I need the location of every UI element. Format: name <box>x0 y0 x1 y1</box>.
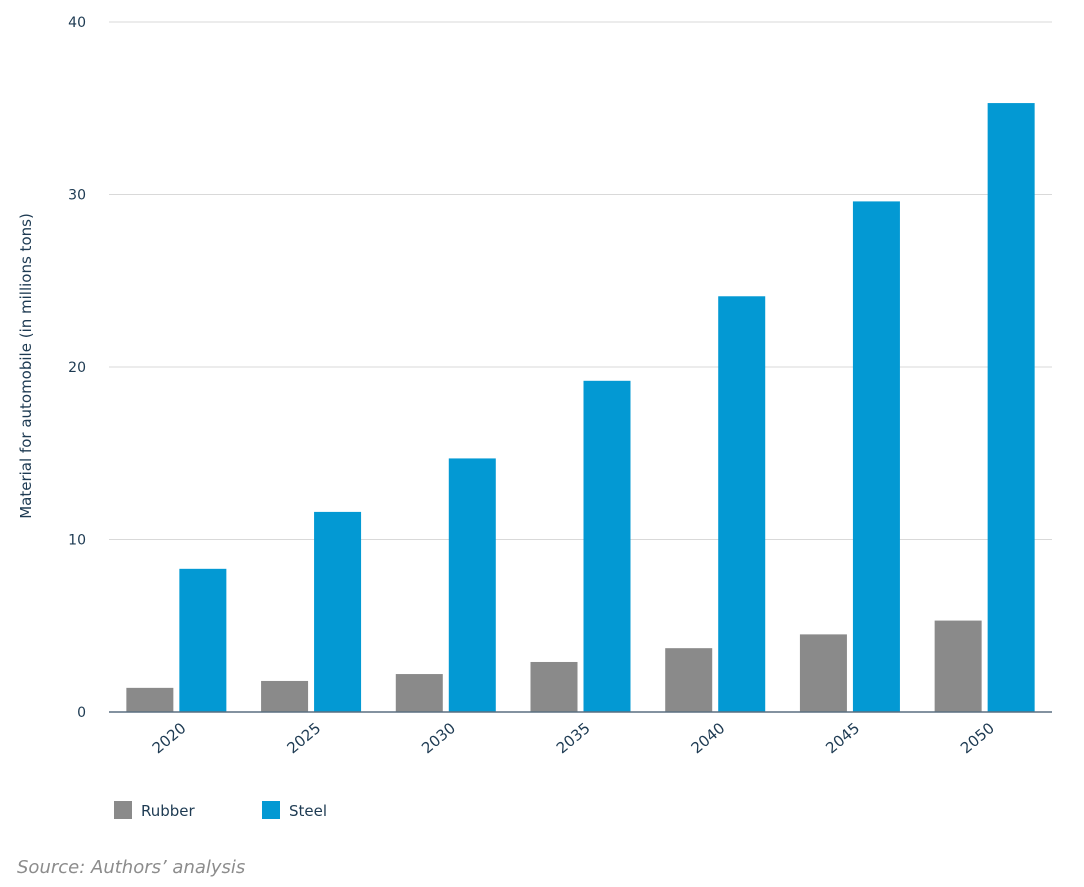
bar-steel-2020 <box>179 568 227 712</box>
bar-steel-2040 <box>718 296 766 712</box>
x-tick-label: 2045 <box>822 719 863 757</box>
y-axis-ticks: 0 10 20 30 40 <box>68 15 86 721</box>
legend-label-rubber: Rubber <box>141 802 196 820</box>
bars <box>126 103 1035 712</box>
legend-label-steel: Steel <box>289 802 327 820</box>
legend: Rubber Steel <box>114 801 327 820</box>
bar-steel-2050 <box>987 103 1035 712</box>
bar-rubber-2050 <box>934 620 982 712</box>
legend-swatch-rubber <box>114 801 132 819</box>
bar-rubber-2035 <box>530 661 578 712</box>
bar-steel-2025 <box>314 511 362 712</box>
x-tick-label: 2040 <box>688 719 729 757</box>
x-axis-ticks: 2020 2025 2030 2035 2040 2045 2050 <box>149 719 998 757</box>
bar-steel-2030 <box>448 458 496 712</box>
y-tick-label: 40 <box>68 15 86 31</box>
x-tick-label: 2025 <box>283 719 324 757</box>
bar-rubber-2030 <box>395 674 443 712</box>
x-tick-label: 2050 <box>957 719 998 757</box>
x-tick-label: 2035 <box>553 719 594 757</box>
y-tick-label: 10 <box>68 533 86 549</box>
bar-rubber-2025 <box>261 680 309 712</box>
x-tick-label: 2030 <box>418 719 459 757</box>
x-tick-label: 2020 <box>149 719 190 757</box>
bar-steel-2045 <box>852 201 900 712</box>
source-note: Source: Authors’ analysis <box>17 857 246 878</box>
y-tick-label: 0 <box>77 705 86 721</box>
gridlines <box>109 21 1052 540</box>
y-tick-label: 20 <box>68 360 86 376</box>
y-axis-label: Material for automobile (in millions ton… <box>17 213 35 519</box>
bar-rubber-2020 <box>126 687 174 712</box>
bar-rubber-2040 <box>665 648 713 712</box>
y-tick-label: 30 <box>68 188 86 204</box>
legend-swatch-steel <box>262 801 280 819</box>
bar-steel-2035 <box>583 380 631 712</box>
bar-rubber-2045 <box>799 634 847 712</box>
